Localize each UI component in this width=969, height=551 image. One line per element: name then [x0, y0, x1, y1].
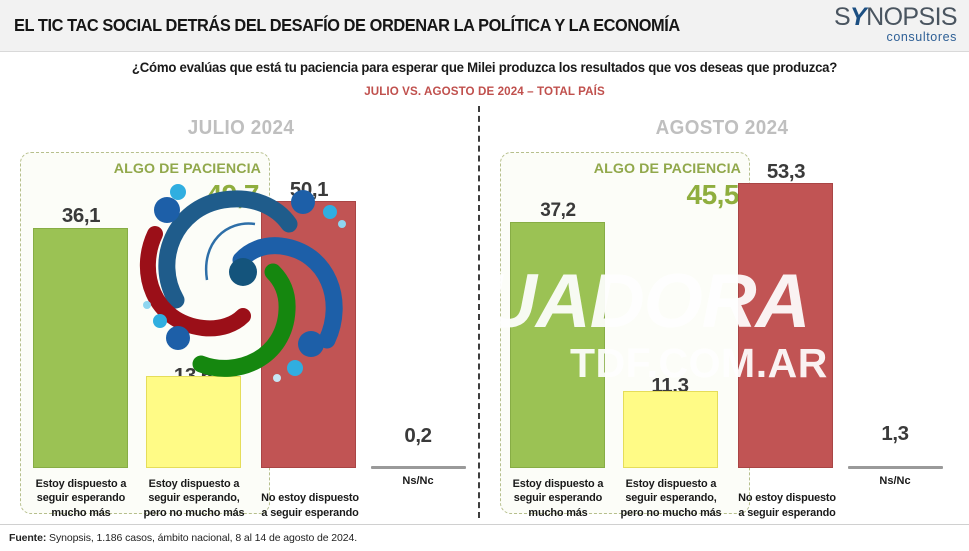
bar-value-agosto-0: 37,2: [540, 200, 576, 221]
bars-agosto: 37,2 Estoy dispuesto a seguir esperando …: [489, 108, 955, 520]
algo-label-agosto: ALGO DE PACIENCIA: [593, 161, 741, 177]
page-title: EL TIC TAC SOCIAL DETRÁS DEL DESAFÍO DE …: [14, 15, 680, 35]
bar-category-agosto-1: Estoy dispuesto a seguir esperando, pero…: [611, 477, 731, 521]
bar-value-julio-0: 36,1: [61, 204, 101, 227]
nsnc-value-julio: 0,2: [404, 424, 432, 447]
bar-category-agosto-0-line3: mucho más: [528, 506, 588, 519]
bar-julio-1: [146, 376, 241, 468]
source-note: Fuente: Synopsis, 1.186 casos, ámbito na…: [9, 532, 357, 544]
panel-heading-julio: JULIO 2024: [187, 116, 295, 139]
bar-julio-0: [33, 228, 128, 468]
bar-category-julio-0-line2: seguir esperando: [36, 492, 126, 504]
footer-divider: [0, 524, 969, 525]
bar-category-julio-2: No estoy dispuesto a seguir esperando: [249, 491, 371, 520]
nsnc-label-julio: Ns/Nc: [402, 475, 434, 487]
logo-y-glyph: Y: [850, 3, 867, 31]
bar-value-julio-2: 50,1: [289, 178, 329, 201]
bar-category-julio-0-line1: Estoy dispuesto a: [35, 477, 127, 490]
source-label: Fuente:: [9, 532, 47, 544]
bar-category-julio-0: Estoy dispuesto a seguir esperando mucho…: [22, 477, 140, 521]
logo-wordmark: SYNOPSIS: [817, 3, 958, 31]
panel-julio-2024: JULIO 2024 ALGO DE PACIENCIA 49,7 36,1 E…: [8, 108, 474, 520]
bar-category-agosto-0-line2: seguir esperando: [513, 492, 603, 504]
source-text: Synopsis, 1.186 casos, ámbito nacional, …: [46, 532, 358, 544]
bar-category-julio-1-line3: pero no mucho más: [143, 506, 245, 519]
bar-category-julio-1-line1: Estoy dispuesto a: [148, 477, 240, 490]
bar-category-agosto-1-line2: seguir esperando,: [625, 492, 717, 504]
algo-value-agosto: 45,5: [686, 179, 740, 210]
survey-question: ¿Cómo evalúas que está tu paciencia para…: [131, 60, 838, 75]
algo-label-julio: ALGO DE PACIENCIA: [113, 161, 261, 177]
bar-category-julio-1: Estoy dispuesto a seguir esperando, pero…: [134, 477, 254, 521]
slide-header: EL TIC TAC SOCIAL DETRÁS DEL DESAFÍO DE …: [0, 0, 969, 52]
panel-heading-agosto: AGOSTO 2024: [655, 116, 789, 139]
panel-agosto-2024: AGOSTO 2024 ALGO DE PACIENCIA 45,5 37,2 …: [489, 108, 955, 520]
survey-subtitle: JULIO VS. AGOSTO DE 2024 – TOTAL PAÍS: [364, 85, 605, 98]
bar-julio-2: [261, 201, 356, 468]
bar-category-agosto-2: No estoy dispuesto a seguir esperando: [726, 491, 848, 520]
nsnc-rule-julio: [371, 466, 466, 469]
nsnc-label-agosto: Ns/Nc: [879, 475, 911, 487]
bar-category-agosto-1-line3: pero no mucho más: [620, 506, 722, 519]
bar-category-agosto-2-line1: No estoy dispuesto: [738, 492, 836, 504]
bar-category-julio-1-line2: seguir esperando,: [148, 492, 240, 504]
bar-category-agosto-2-line2: a seguir esperando: [738, 506, 836, 519]
bar-category-agosto-1-line1: Estoy dispuesto a: [625, 477, 717, 490]
bars-julio: 36,1 Estoy dispuesto a seguir esperando …: [8, 108, 474, 520]
bar-agosto-0: [510, 222, 605, 468]
logo-text-post: NOPSIS: [866, 3, 957, 31]
bar-agosto-1: [623, 391, 718, 468]
bar-category-julio-0-line3: mucho más: [51, 506, 111, 519]
bar-category-julio-2-line1: No estoy dispuesto: [261, 492, 359, 504]
synopsis-logo: SYNOPSIS consultores: [817, 3, 958, 50]
bar-value-agosto-2: 53,3: [766, 160, 806, 183]
nsnc-value-agosto: 1,3: [881, 422, 909, 445]
logo-subtitle: consultores: [886, 30, 957, 44]
bar-category-agosto-0-line1: Estoy dispuesto a: [512, 477, 604, 490]
bar-category-julio-2-line2: a seguir esperando: [261, 506, 359, 519]
bar-category-agosto-0: Estoy dispuesto a seguir esperando mucho…: [499, 477, 617, 521]
bar-agosto-2: [738, 183, 833, 468]
panel-divider: [478, 106, 480, 518]
nsnc-rule-agosto: [848, 466, 943, 469]
logo-text-pre: S: [833, 3, 851, 31]
